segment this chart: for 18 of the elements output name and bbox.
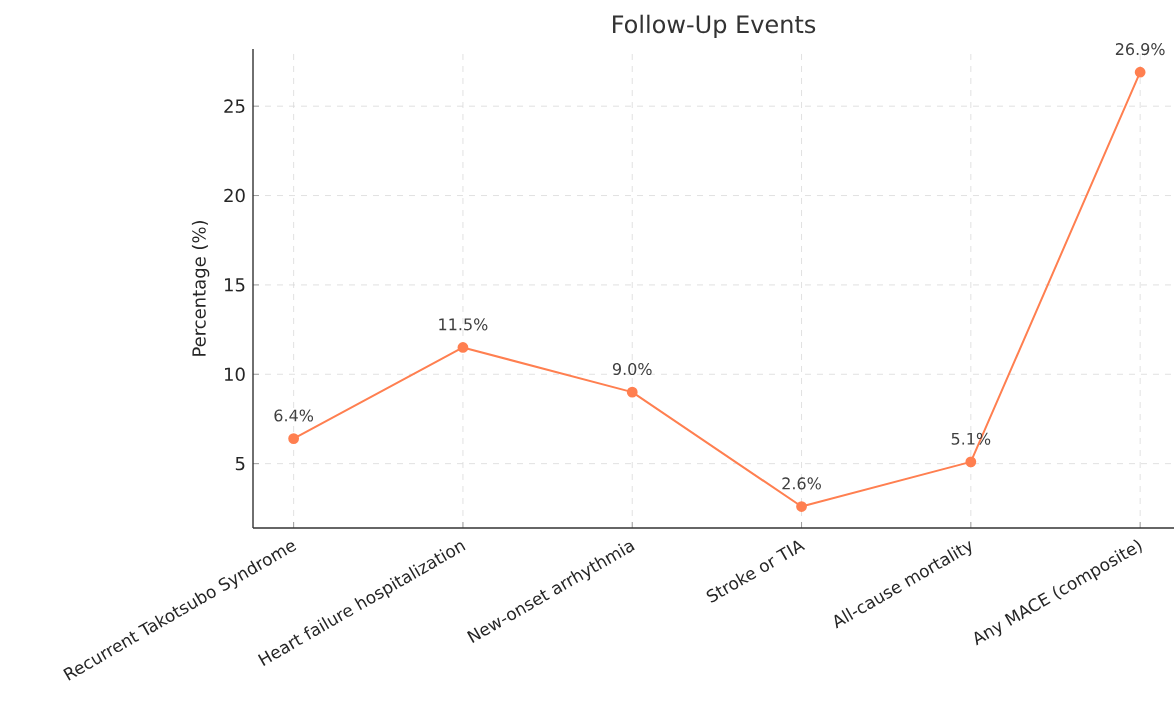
point — [796, 501, 807, 512]
data-label: 2.6% — [782, 477, 821, 490]
y-tick-label: 25 — [224, 99, 245, 113]
data-label: 9.0% — [612, 362, 652, 376]
point — [965, 456, 977, 468]
y-tick-label: 15 — [225, 278, 245, 292]
data-label: 6.4% — [274, 409, 314, 422]
y-tick-label: 10 — [225, 367, 245, 382]
y-axis-title: Percentage (%) — [191, 220, 210, 356]
point — [288, 433, 300, 445]
point — [457, 342, 469, 353]
data-label: 11.5% — [439, 318, 488, 331]
y-tick-label: 20 — [224, 188, 245, 203]
chart-title: Follow-Up Events — [613, 14, 816, 38]
point — [626, 386, 638, 398]
point — [1134, 66, 1146, 78]
data-label: 26.9% — [1115, 43, 1165, 56]
y-tick-label: 5 — [235, 456, 245, 471]
